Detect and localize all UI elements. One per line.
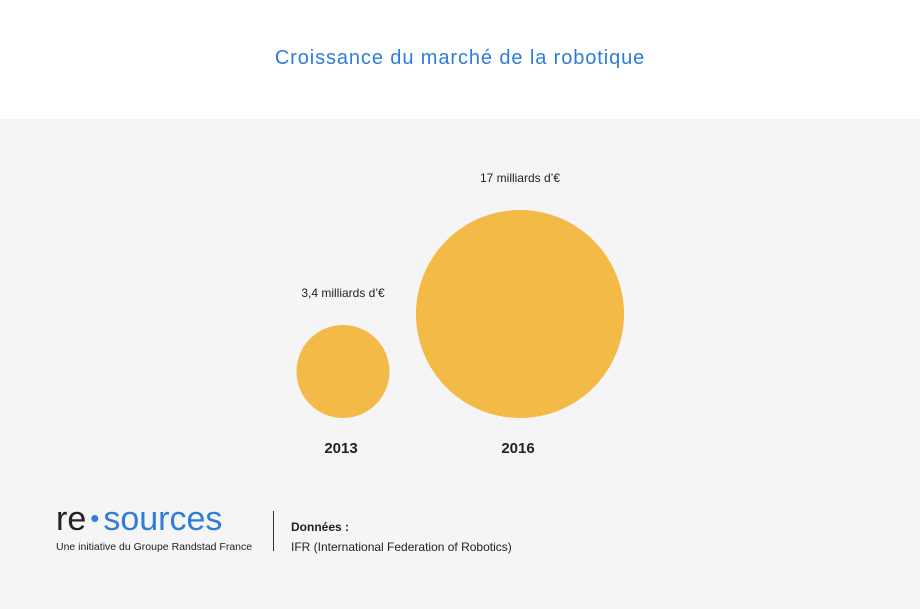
logo-wordmark: re • sources [56,501,222,539]
logo-tagline: Une initiative du Groupe Randstad France [56,541,253,553]
resources-logo: re • sources Une initiative du Groupe Rand… [56,501,266,557]
header: Croissance du marché de la robotique [0,0,920,119]
chart-title: Croissance du marché de la robotique [274,47,646,69]
bubble-2016 [416,210,624,418]
source-text: IFR (International Federation of Robotic… [291,540,512,554]
category-label-2016: 2016 [501,440,534,457]
data-label-2016: 17 milliards d’€ [480,171,560,185]
data-label-2013: 3,4 milliards d’€ [301,286,385,300]
logo-sources: sources [103,500,223,538]
logo-re: re [56,500,87,538]
category-label-2013: 2013 [324,440,357,457]
source-label: Données : [291,520,350,534]
bubble-2013 [296,324,390,418]
logo-dot: • [90,503,100,533]
footer-divider [273,511,274,551]
